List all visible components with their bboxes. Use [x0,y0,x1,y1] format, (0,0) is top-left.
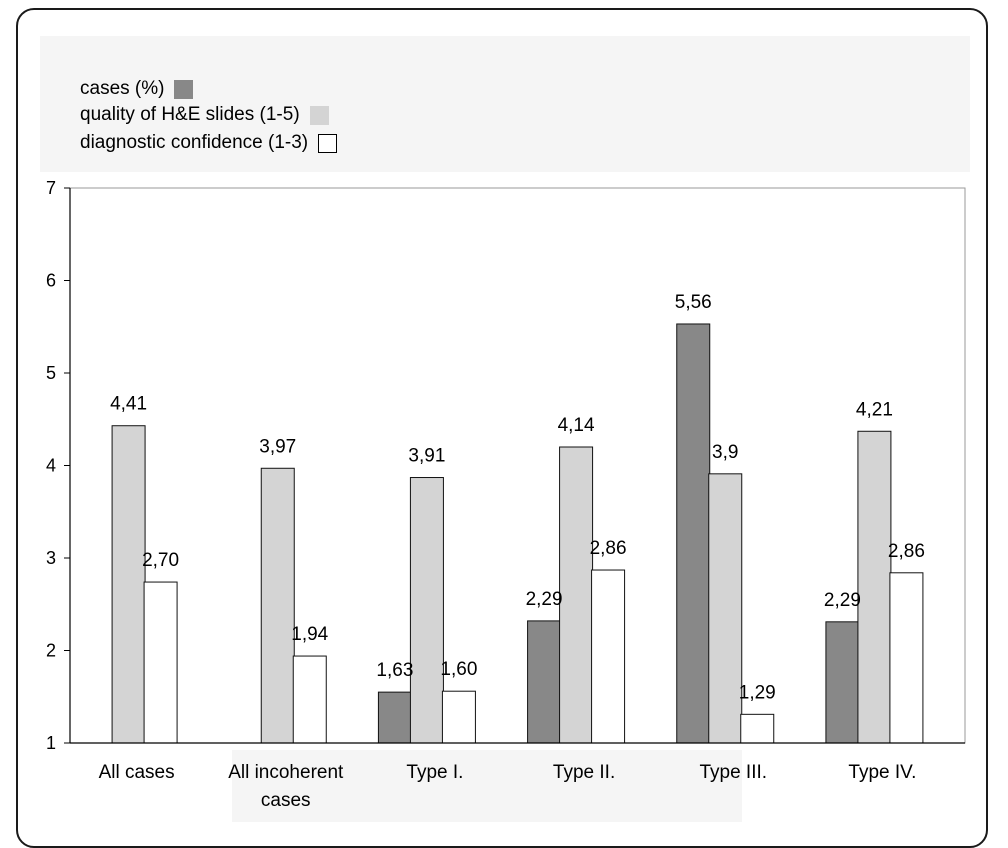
legend-swatch [174,79,194,99]
y-tick-label: 3 [46,548,56,568]
bar [889,572,924,744]
bar [377,691,412,744]
bar [111,425,146,744]
data-label: 2,70 [142,550,179,571]
x-tick-label: Type I. [406,762,463,783]
bar [441,690,476,744]
data-label: 1,60 [440,659,477,680]
x-tick-label: All cases [99,762,175,783]
legend-item-cases: cases (%) [80,78,194,100]
data-label: 3,9 [712,442,738,463]
x-tick-label: All incoherent [228,762,344,783]
data-label: 2,86 [590,538,627,559]
bar [292,655,327,744]
bar [740,713,775,744]
data-label: 1,94 [291,624,328,645]
category-label-panel [232,750,742,822]
bar [825,621,860,744]
x-tick-label: Type II. [553,762,615,783]
bar [409,477,444,744]
legend-swatch [309,105,329,125]
y-tick-label: 4 [46,456,56,476]
y-tick-label: 5 [46,363,56,383]
legend-label: quality of H&E slides (1-5) [80,104,300,125]
data-label: 1,29 [739,682,776,703]
data-label: 5,56 [675,292,712,313]
legend-panel [40,36,970,172]
bar [676,323,711,744]
data-label: 2,86 [888,541,925,562]
y-tick-label: 1 [46,733,56,753]
data-label: 4,41 [110,394,147,415]
data-label: 1,63 [376,660,413,681]
y-tick-label: 6 [46,271,56,291]
bar [559,446,594,744]
data-label: 4,21 [856,399,893,420]
data-label: 3,97 [259,436,296,457]
legend-swatch [318,133,338,153]
x-tick-label: Type III. [699,762,767,783]
legend-label: cases (%) [80,78,165,99]
bar [708,473,743,744]
legend-label: diagnostic confidence (1-3) [80,132,309,153]
x-tick-label: cases [261,790,311,811]
bar [591,569,626,744]
bar [527,620,562,744]
legend-item-confidence: diagnostic confidence (1-3) [80,132,338,154]
data-label: 4,14 [558,415,595,436]
bar [143,581,178,744]
bar [260,467,295,744]
data-label: 3,91 [408,446,445,467]
legend-item-quality: quality of H&E slides (1-5) [80,104,329,126]
y-tick-label: 2 [46,641,56,661]
x-tick-label: Type IV. [848,762,916,783]
data-label: 2,29 [824,590,861,611]
bar-chart: 1 2 3 4 5 6 7 1,63 2,29 5,56 2,29 4,41 3,97 3,91 4,14 3… [46,178,966,811]
y-tick-label: 7 [46,178,56,198]
data-label: 2,29 [526,589,563,610]
bar [857,430,892,744]
